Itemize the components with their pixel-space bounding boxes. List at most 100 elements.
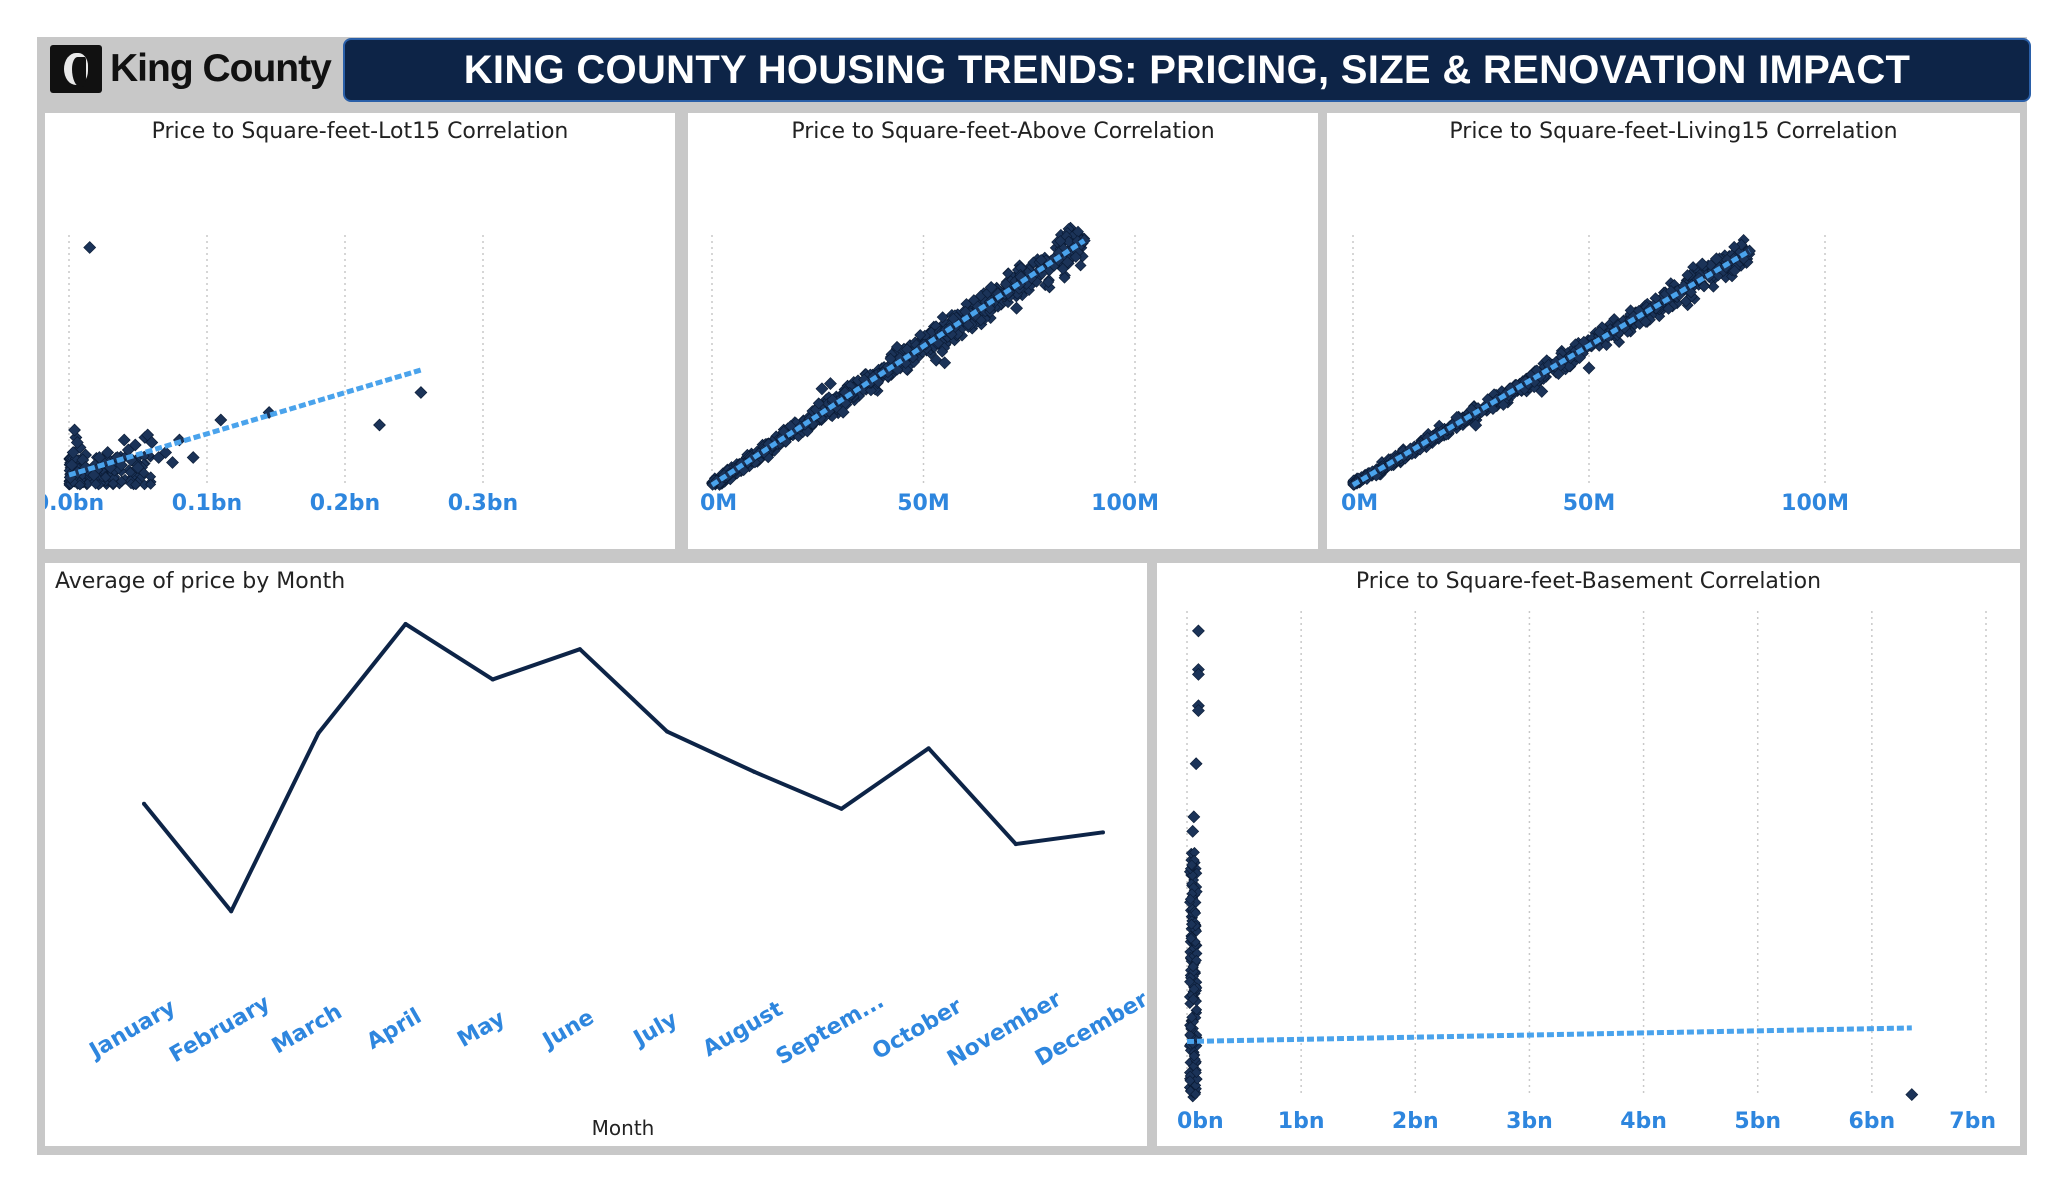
scatter-point: [1577, 335, 1590, 348]
x-tick-label: 50M: [1563, 491, 1616, 516]
scatter-point: [1190, 1088, 1201, 1100]
scatter-point: [70, 436, 84, 449]
scatter-point: [1191, 704, 1205, 718]
scatter-point: [812, 397, 825, 410]
scatter-point: [1191, 1004, 1203, 1016]
line-point: [577, 647, 582, 652]
scatter-point: [1710, 252, 1723, 266]
line-point: [1013, 842, 1018, 847]
scatter-point: [1905, 1088, 1919, 1102]
month-tick-label: February: [165, 991, 274, 1068]
scatter-point: [1074, 259, 1087, 272]
above-scatter-panel[interactable]: Price to Square-feet-Above Correlation 0…: [688, 113, 1318, 549]
scatter-point: [836, 405, 850, 419]
lot15-scatter-panel[interactable]: Price to Square-feet-Lot15 Correlation 0…: [45, 113, 675, 549]
x-tick-label: 3bn: [1506, 1109, 1553, 1134]
living15-scatter-panel[interactable]: Price to Square-feet-Living15 Correlatio…: [1327, 113, 2020, 549]
scatter-point: [1563, 360, 1576, 373]
scatter-point: [1582, 361, 1596, 375]
x-tick-label: 5bn: [1734, 1109, 1781, 1134]
scatter-point: [1573, 351, 1586, 365]
trend-line: [710, 238, 1086, 488]
scatter-point: [83, 241, 97, 254]
scatter-point: [914, 329, 927, 341]
scatter-point: [1184, 976, 1195, 988]
scatter-point: [90, 478, 102, 490]
scatter-point: [100, 471, 112, 483]
above-chart-title: Price to Square-feet-Above Correlation: [791, 119, 1215, 144]
x-tick-label: 50M: [897, 491, 950, 516]
scatter-point: [1600, 339, 1613, 351]
logo-text: King County: [110, 47, 332, 90]
line-point: [403, 622, 408, 626]
scatter-point: [938, 356, 952, 370]
scatter-point: [1036, 267, 1048, 280]
scatter-point: [1681, 269, 1694, 282]
scatter-point: [1465, 403, 1478, 416]
scatter-point: [971, 300, 984, 313]
line-point: [926, 746, 931, 751]
scatter-point: [1035, 254, 1048, 266]
month-tick-label: May: [453, 1006, 509, 1053]
scatter-point: [1186, 869, 1198, 881]
month-tick-label: March: [268, 999, 347, 1059]
dashboard-title: KING COUNTY HOUSING TRENDS: PRICING, SIZ…: [463, 47, 1911, 92]
scatter-point: [116, 476, 127, 487]
scatter-point: [1191, 624, 1205, 638]
above-scatter-chart[interactable]: 0M 50M 100M: [688, 113, 1318, 549]
x-tick-label: 6bn: [1848, 1109, 1895, 1134]
line-point: [229, 909, 234, 914]
scatter-point: [1698, 280, 1710, 293]
scatter-point: [947, 312, 960, 325]
scatter-point: [1469, 418, 1483, 432]
scatter-point: [1190, 907, 1202, 919]
scatter-point: [65, 458, 79, 472]
line-point: [839, 806, 844, 811]
scatter-point: [801, 425, 814, 438]
scatter-point: [815, 382, 829, 396]
line-point: [490, 677, 495, 682]
scatter-point: [1593, 326, 1606, 338]
x-tick-label: 0.1bn: [172, 491, 242, 516]
scatter-point: [1184, 1085, 1196, 1097]
trend-line: [1351, 248, 1751, 488]
month-tick-label: January: [84, 995, 180, 1065]
price-by-month-panel[interactable]: Average of price by Month January Februar…: [45, 563, 1147, 1146]
scatter-point: [884, 352, 897, 365]
trend-line: [1186, 1025, 1912, 1044]
x-axis-title: Month: [592, 1116, 655, 1140]
scatter-point: [891, 340, 903, 353]
month-tick-label: April: [363, 1004, 426, 1055]
month-chart-title: Average of price by Month: [55, 569, 346, 594]
scatter-point: [1728, 264, 1741, 277]
month-tick-label: July: [628, 1007, 682, 1053]
scatter-point: [1186, 918, 1197, 930]
scatter-point: [1062, 235, 1075, 248]
living15-chart-title: Price to Square-feet-Living15 Correlatio…: [1449, 119, 1898, 144]
scatter-point: [1497, 399, 1510, 411]
lot15-scatter-chart[interactable]: 0.0bn 0.1bn 0.2bn 0.3bn: [45, 113, 675, 549]
scatter-point: [984, 280, 998, 294]
king-county-logo: King County: [50, 42, 340, 96]
scatter-point: [1695, 257, 1709, 271]
scatter-point: [214, 413, 228, 427]
scatter-point: [983, 302, 996, 315]
scatter-point: [1707, 280, 1720, 293]
scatter-point: [1728, 240, 1741, 253]
basement-chart-title: Price to Square-feet-Basement Correlatio…: [1355, 569, 1822, 594]
scatter-point: [1186, 824, 1200, 838]
scatter-point: [1185, 932, 1197, 944]
x-tick-label: 0.2bn: [310, 491, 380, 516]
scatter-point: [130, 479, 141, 491]
title-banner: KING COUNTY HOUSING TRENDS: PRICING, SIZ…: [343, 38, 2031, 102]
line-point: [142, 801, 146, 806]
basement-scatter-panel[interactable]: Price to Square-feet-Basement Correlatio…: [1157, 563, 2020, 1146]
scatter-point: [131, 461, 145, 474]
x-tick-label: 100M: [1781, 491, 1849, 516]
trend-line: [68, 367, 422, 478]
living15-scatter-chart[interactable]: 0M 50M 100M: [1327, 113, 2020, 549]
basement-scatter-chart[interactable]: 0bn 1bn 2bn 3bn 4bn 5bn 6bn 7bn: [1157, 563, 2020, 1146]
king-county-seal-icon: [50, 45, 102, 93]
scatter-point: [1069, 250, 1082, 263]
